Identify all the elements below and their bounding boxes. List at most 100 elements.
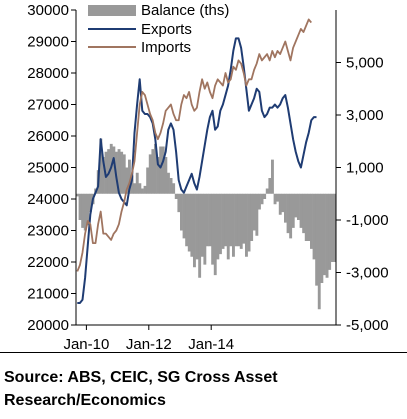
- balance-bar: [310, 193, 313, 249]
- balance-bar: [284, 193, 287, 223]
- balance-bar: [154, 143, 157, 194]
- balance-bar: [226, 193, 230, 260]
- balance-bar: [128, 159, 131, 194]
- balance-bar: [195, 193, 199, 260]
- right-axis-tick-label: 1,000: [346, 160, 384, 177]
- balance-bar: [180, 193, 183, 231]
- balance-bar: [143, 185, 147, 194]
- balance-bar: [159, 146, 163, 194]
- balance-bar: [271, 159, 274, 194]
- balance-bar: [203, 193, 207, 265]
- balance-bar: [237, 193, 241, 247]
- balance-bar: [164, 157, 168, 194]
- balance-bar: [102, 157, 105, 194]
- balance-bar: [174, 193, 178, 199]
- balance-bar: [245, 193, 248, 257]
- balance-bar: [148, 154, 152, 194]
- balance-bar: [315, 193, 319, 286]
- balance-bar: [83, 193, 87, 231]
- left-axis-tick-label: 26000: [27, 128, 69, 145]
- balance-bar: [156, 157, 160, 194]
- left-axis-tick-label: 25000: [27, 160, 69, 177]
- balance-bar: [289, 193, 293, 239]
- balance-bar: [146, 167, 150, 194]
- balance-bar: [198, 193, 202, 278]
- balance-bar: [76, 193, 79, 197]
- balance-bar: [117, 149, 121, 194]
- divider: [0, 352, 407, 353]
- balance-bar: [125, 167, 129, 194]
- balance-bar: [200, 193, 204, 257]
- balance-bar: [213, 193, 217, 276]
- left-axis-tick-label: 24000: [27, 191, 69, 208]
- balance-bar: [112, 146, 116, 194]
- balance-bar: [273, 193, 277, 205]
- exports-line: [77, 37, 317, 304]
- balance-bar: [320, 193, 324, 283]
- x-axis-tick-label: Jan-12: [126, 336, 172, 352]
- balance-bar: [86, 193, 90, 226]
- balance-bar: [278, 193, 282, 215]
- balance-bar: [135, 172, 139, 194]
- legend-swatch-balance: [88, 5, 136, 16]
- balance-bar: [89, 193, 92, 213]
- balance-bar: [323, 193, 326, 276]
- balance-bar: [208, 193, 212, 247]
- balance-bar: [206, 193, 209, 247]
- balance-bar: [265, 188, 269, 194]
- balance-bar: [263, 193, 267, 199]
- balance-bar: [286, 193, 290, 234]
- balance-bar: [193, 193, 196, 268]
- balance-bar: [260, 193, 264, 205]
- balance-bar: [138, 183, 142, 194]
- left-axis-tick-label: 27000: [27, 97, 69, 114]
- balance-bar: [294, 193, 298, 218]
- balance-bar: [291, 193, 295, 228]
- balance-bar: [99, 138, 103, 194]
- balance-bar: [141, 188, 144, 194]
- balance-bar: [122, 154, 126, 194]
- balance-bar: [312, 193, 316, 260]
- left-axis-tick-label: 28000: [27, 65, 69, 82]
- x-axis-tick-label: Jan-14: [188, 336, 234, 352]
- axes: 20000 21000 22000 23000 24000 25000 26000 27000…: [27, 2, 388, 352]
- legend-label: Balance (ths): [141, 2, 229, 19]
- imports-line: [76, 18, 312, 272]
- left-axis-tick-label: 21000: [27, 286, 69, 303]
- balance-bar: [239, 193, 243, 249]
- balance-bar: [229, 193, 233, 247]
- right-axis-tick-label: -5,000: [346, 317, 389, 334]
- balance-bar: [224, 193, 228, 247]
- legend-label: Exports: [141, 21, 192, 38]
- balance-bar: [221, 193, 225, 249]
- balance-bar: [216, 193, 220, 260]
- balance-bar: [172, 183, 176, 194]
- balance-bar: [177, 193, 181, 213]
- balance-bar: [185, 193, 189, 247]
- balance-bar: [167, 172, 170, 194]
- balance-bar: [161, 146, 165, 194]
- right-axis-tick-label: -1,000: [346, 212, 389, 229]
- balance-bar: [190, 193, 194, 257]
- right-axis-tick-label: 3,000: [346, 107, 384, 124]
- balance-bar: [250, 193, 254, 241]
- balance-bar: [182, 193, 186, 239]
- balance-bar: [302, 193, 306, 234]
- left-axis-tick-label: 20000: [27, 317, 69, 334]
- balance-bar: [81, 193, 85, 228]
- balance-bar: [151, 149, 155, 194]
- right-axis-tick-label: -3,000: [346, 265, 389, 282]
- series-lines: [76, 18, 317, 304]
- balance-bar: [187, 193, 191, 252]
- balance-bar: [78, 193, 82, 220]
- balance-bar: [130, 175, 134, 194]
- legend-label: Imports: [141, 39, 191, 56]
- balance-bar: [307, 193, 311, 241]
- x-axis-tick-label: Jan-10: [63, 336, 109, 352]
- balance-bar: [258, 193, 261, 210]
- balance-bar: [333, 193, 337, 262]
- balance-bar: [169, 178, 173, 194]
- balance-bar: [120, 151, 124, 194]
- balance-bar: [330, 193, 334, 262]
